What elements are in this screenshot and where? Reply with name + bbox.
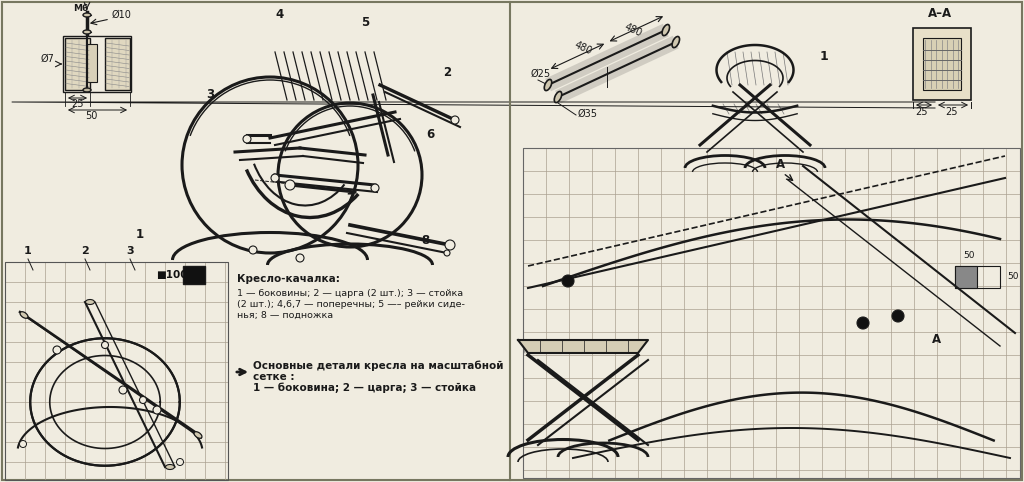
- Text: 6: 6: [426, 129, 434, 142]
- Ellipse shape: [83, 88, 91, 92]
- Text: 3: 3: [126, 246, 134, 256]
- Text: 50: 50: [1007, 272, 1019, 281]
- Ellipse shape: [554, 92, 562, 103]
- Text: нья; 8 — подножка: нья; 8 — подножка: [237, 311, 333, 320]
- Text: 1: 1: [25, 246, 32, 256]
- Text: 3: 3: [206, 89, 214, 102]
- Bar: [523, 148, 1020, 478]
- Text: Ø35: Ø35: [578, 109, 598, 119]
- Polygon shape: [518, 340, 648, 353]
- Text: A–A: A–A: [928, 7, 952, 20]
- Text: 2: 2: [443, 66, 451, 79]
- Circle shape: [271, 174, 279, 182]
- Text: Кресло-качалка:: Кресло-качалка:: [237, 274, 340, 284]
- Text: 2: 2: [81, 246, 89, 256]
- Bar: [913, 28, 971, 100]
- Text: 25: 25: [915, 107, 928, 117]
- Bar: [87, 44, 97, 82]
- Text: 1: 1: [820, 50, 828, 63]
- Circle shape: [445, 240, 455, 250]
- Text: 1 — боковины; 2 — царга (2 шт.); 3 — стойка: 1 — боковины; 2 — царга (2 шт.); 3 — сто…: [237, 289, 463, 298]
- Ellipse shape: [20, 312, 28, 318]
- Text: Ø7: Ø7: [41, 54, 55, 64]
- Bar: [183, 266, 205, 284]
- Text: 25: 25: [945, 107, 957, 117]
- Ellipse shape: [663, 25, 670, 36]
- Circle shape: [176, 458, 183, 466]
- Text: 50: 50: [85, 111, 97, 121]
- Circle shape: [285, 180, 295, 190]
- Ellipse shape: [83, 13, 91, 17]
- Text: 25: 25: [71, 99, 84, 109]
- Circle shape: [451, 116, 459, 124]
- Bar: [5, 262, 228, 480]
- Ellipse shape: [672, 37, 680, 48]
- Text: Ø10: Ø10: [112, 10, 132, 20]
- Ellipse shape: [166, 465, 174, 469]
- Circle shape: [101, 342, 109, 348]
- Bar: [105, 38, 130, 90]
- Circle shape: [243, 135, 251, 143]
- Circle shape: [119, 386, 127, 394]
- Text: 480: 480: [623, 22, 644, 39]
- Text: Ø25: Ø25: [531, 69, 551, 79]
- Text: 8: 8: [421, 233, 429, 246]
- Text: A: A: [932, 333, 941, 346]
- Text: 7: 7: [346, 191, 354, 204]
- Bar: [63, 36, 131, 92]
- Bar: [923, 38, 961, 90]
- Circle shape: [139, 397, 146, 403]
- Text: ■100: ■100: [156, 270, 187, 280]
- Text: 1: 1: [136, 228, 144, 241]
- Ellipse shape: [194, 432, 202, 438]
- Ellipse shape: [83, 30, 91, 34]
- Circle shape: [444, 250, 450, 256]
- Circle shape: [153, 406, 161, 414]
- Circle shape: [857, 317, 869, 329]
- Ellipse shape: [545, 80, 552, 91]
- Text: 480: 480: [573, 40, 594, 57]
- Circle shape: [19, 441, 27, 447]
- Bar: [955, 266, 1000, 288]
- Text: сетке :: сетке :: [253, 372, 295, 382]
- Text: M6: M6: [73, 4, 88, 13]
- Text: 1 — боковина; 2 — царга; 3 — стойка: 1 — боковина; 2 — царга; 3 — стойка: [253, 383, 476, 393]
- Circle shape: [53, 346, 61, 354]
- Bar: [955, 266, 977, 288]
- Text: 4: 4: [275, 9, 284, 22]
- Bar: [65, 38, 90, 90]
- Text: Основные детали кресла на масштабной: Основные детали кресла на масштабной: [253, 361, 504, 371]
- Text: 5: 5: [360, 15, 369, 28]
- Text: (2 шт.); 4,6,7 — поперечны; 5 —– рейки сиде-: (2 шт.); 4,6,7 — поперечны; 5 —– рейки с…: [237, 300, 465, 309]
- Ellipse shape: [85, 299, 94, 305]
- Circle shape: [892, 310, 904, 322]
- Circle shape: [562, 275, 574, 287]
- Text: 50: 50: [963, 251, 975, 260]
- Circle shape: [249, 246, 257, 254]
- Text: A: A: [776, 158, 785, 171]
- Circle shape: [371, 184, 379, 192]
- Circle shape: [296, 254, 304, 262]
